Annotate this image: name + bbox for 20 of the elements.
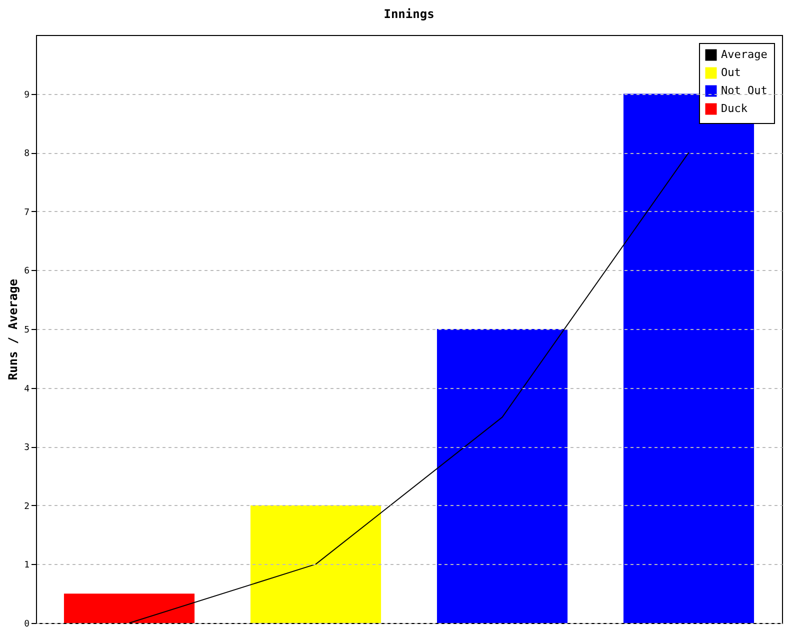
legend-label: Not Out xyxy=(721,84,768,97)
y-tick-label: 6 xyxy=(24,266,30,277)
y-tick-label: 4 xyxy=(24,384,30,394)
legend-label: Out xyxy=(721,66,741,79)
bar xyxy=(436,329,568,623)
y-tick-label: 2 xyxy=(24,502,30,512)
y-tick-label: 8 xyxy=(24,149,30,160)
y-tick-label: 3 xyxy=(24,443,30,454)
y-tick-label: 9 xyxy=(24,90,30,100)
y-tick-label: 5 xyxy=(24,326,30,336)
y-axis-title: Runs / Average xyxy=(6,278,20,380)
y-tick-label: 1 xyxy=(24,560,30,571)
line-series xyxy=(128,152,690,624)
legend-label: Duck xyxy=(721,102,748,115)
legend-label: Average xyxy=(721,48,768,61)
y-tick-label: 7 xyxy=(24,208,30,218)
bar xyxy=(64,594,195,623)
bar xyxy=(250,505,382,623)
chart-title: Innings xyxy=(384,7,434,21)
y-tick-label: 0 xyxy=(24,620,30,630)
